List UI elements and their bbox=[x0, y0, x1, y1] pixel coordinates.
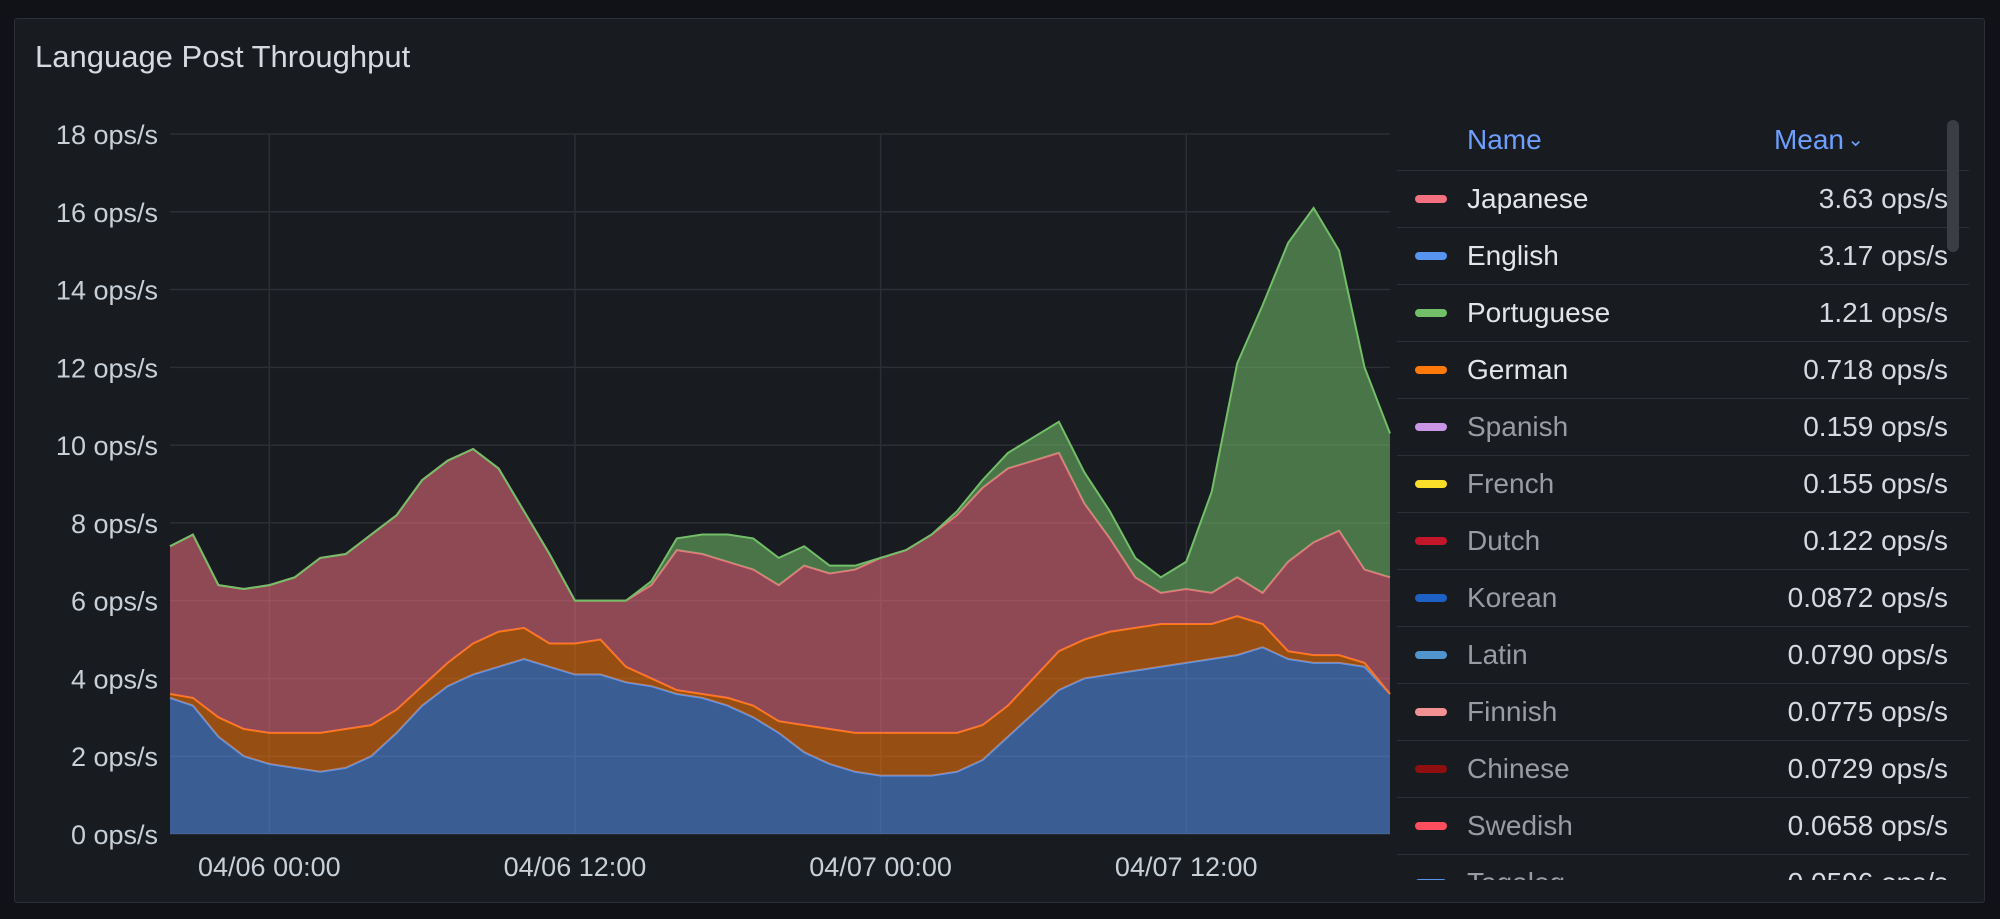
legend-series-mean: 0.0729 ops/s bbox=[1787, 753, 1948, 784]
series-area-english bbox=[170, 647, 1390, 834]
legend-series-mean: 3.63 ops/s bbox=[1818, 183, 1948, 214]
legend-series-mean: 0.0872 ops/s bbox=[1787, 582, 1948, 613]
sort-chevron-icon[interactable]: ⌄ bbox=[1847, 129, 1864, 151]
legend-series-mean: 0.122 ops/s bbox=[1803, 525, 1948, 556]
legend-row-korean[interactable]: Korean 0.0872 ops/s bbox=[1397, 570, 1969, 627]
legend-table: Name Mean ⌄ Japanese 3.63 ops/s English 3.1… bbox=[1397, 98, 1969, 880]
series-color-swatch[interactable] bbox=[1415, 594, 1447, 602]
series-color-swatch[interactable] bbox=[1415, 195, 1447, 203]
legend-series-name[interactable]: Chinese bbox=[1467, 753, 1570, 784]
y-tick-label: 10 ops/s bbox=[56, 431, 158, 461]
legend-series-name[interactable]: Portuguese bbox=[1467, 297, 1611, 328]
legend-header-mean[interactable]: Mean bbox=[1773, 124, 1844, 155]
series-color-swatch[interactable] bbox=[1415, 879, 1447, 880]
throughput-chart: 0 ops/s 2 ops/s 4 ops/s 6 ops/s 8 ops/s 10 op… bbox=[56, 120, 1391, 882]
legend-series-mean: 1.21 ops/s bbox=[1818, 297, 1948, 328]
series-color-swatch[interactable] bbox=[1415, 765, 1447, 773]
legend-row-dutch[interactable]: Dutch 0.122 ops/s bbox=[1397, 513, 1969, 570]
legend-series-name[interactable]: Korean bbox=[1467, 582, 1558, 613]
series-color-swatch[interactable] bbox=[1415, 822, 1447, 830]
legend-series-mean: 0.0775 ops/s bbox=[1787, 696, 1948, 727]
legend-series-name[interactable]: German bbox=[1467, 354, 1569, 385]
series-area-portuguese bbox=[170, 207, 1390, 601]
legend-row-portuguese[interactable]: Portuguese 1.21 ops/s bbox=[1397, 285, 1969, 342]
legend-row-german[interactable]: German 0.718 ops/s bbox=[1397, 342, 1969, 399]
y-tick-label: 8 ops/s bbox=[71, 509, 158, 539]
legend-row-english[interactable]: English 3.17 ops/s bbox=[1397, 228, 1969, 285]
legend-series-mean: 0.155 ops/s bbox=[1803, 468, 1948, 499]
x-tick-label: 04/06 00:00 bbox=[198, 852, 341, 882]
y-tick-label: 4 ops/s bbox=[71, 664, 158, 694]
y-tick-label: 14 ops/s bbox=[56, 276, 158, 306]
y-tick-label: 12 ops/s bbox=[56, 353, 158, 383]
legend-row-latin[interactable]: Latin 0.0790 ops/s bbox=[1397, 627, 1969, 684]
series-area-japanese bbox=[170, 449, 1390, 733]
legend-series-mean: 0.0658 ops/s bbox=[1787, 810, 1948, 841]
legend-header: Name Mean ⌄ bbox=[1397, 98, 1969, 171]
x-tick-label: 04/07 12:00 bbox=[1115, 852, 1258, 882]
series-line-portuguese bbox=[169, 206, 1391, 602]
y-tick-label: 2 ops/s bbox=[71, 742, 158, 772]
y-tick-label: 18 ops/s bbox=[56, 120, 158, 150]
legend-series-name[interactable]: Dutch bbox=[1467, 525, 1541, 556]
legend-series-mean: 3.17 ops/s bbox=[1818, 240, 1948, 271]
legend-series-name[interactable]: Latin bbox=[1467, 639, 1528, 670]
x-tick-label: 04/06 12:00 bbox=[504, 852, 647, 882]
legend-rows: Japanese 3.63 ops/s English 3.17 ops/s Portu… bbox=[1397, 171, 1969, 880]
legend-row-spanish[interactable]: Spanish 0.159 ops/s bbox=[1397, 399, 1969, 456]
series-color-swatch[interactable] bbox=[1415, 708, 1447, 716]
legend-series-mean: 0.718 ops/s bbox=[1803, 354, 1948, 385]
legend-row-japanese[interactable]: Japanese 3.63 ops/s bbox=[1397, 171, 1969, 228]
series-color-swatch[interactable] bbox=[1415, 537, 1447, 545]
legend-series-name[interactable]: Tagalog bbox=[1467, 867, 1565, 880]
y-tick-label: 16 ops/s bbox=[56, 198, 158, 228]
legend-row-finnish[interactable]: Finnish 0.0775 ops/s bbox=[1397, 684, 1969, 741]
y-tick-label: 6 ops/s bbox=[71, 587, 158, 617]
legend-series-name[interactable]: English bbox=[1467, 240, 1559, 271]
legend-series-name[interactable]: French bbox=[1467, 468, 1555, 499]
legend-series-mean: 0.159 ops/s bbox=[1803, 411, 1948, 442]
legend-row-swedish[interactable]: Swedish 0.0658 ops/s bbox=[1397, 798, 1969, 855]
series-color-swatch[interactable] bbox=[1415, 480, 1447, 488]
series-color-swatch[interactable] bbox=[1415, 309, 1447, 317]
legend-series-name[interactable]: Finnish bbox=[1467, 696, 1558, 727]
legend-row-tagalog[interactable]: Tagalog 0.0596 ops/s bbox=[1397, 855, 1969, 880]
y-tick-label: 0 ops/s bbox=[71, 820, 158, 850]
series-color-swatch[interactable] bbox=[1415, 366, 1447, 374]
series-color-swatch[interactable] bbox=[1415, 423, 1447, 431]
legend-series-name[interactable]: Swedish bbox=[1467, 810, 1573, 841]
series-color-swatch[interactable] bbox=[1415, 651, 1447, 659]
legend-scrollbar[interactable] bbox=[1947, 120, 1959, 252]
legend-series-name[interactable]: Japanese bbox=[1467, 183, 1589, 214]
legend-series-mean: 0.0596 ops/s bbox=[1788, 867, 1948, 880]
legend-row-chinese[interactable]: Chinese 0.0729 ops/s bbox=[1397, 741, 1969, 798]
panel-title: Language Post Throughput bbox=[35, 39, 411, 74]
series-color-swatch[interactable] bbox=[1415, 252, 1447, 260]
legend-header-name[interactable]: Name bbox=[1467, 124, 1542, 155]
legend-series-name[interactable]: Spanish bbox=[1467, 411, 1569, 442]
legend-series-mean: 0.0790 ops/s bbox=[1787, 639, 1948, 670]
series-area-german bbox=[170, 616, 1390, 776]
x-tick-label: 04/07 00:00 bbox=[809, 852, 952, 882]
legend-row-french[interactable]: French 0.155 ops/s bbox=[1397, 456, 1969, 513]
